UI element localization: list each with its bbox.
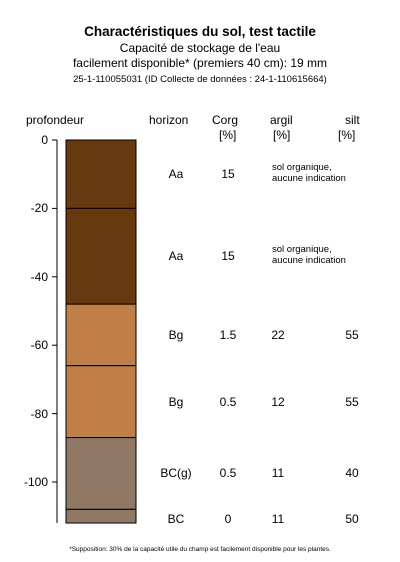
soil-layer-1 [65, 139, 137, 209]
column-unit-corg: [%] [219, 128, 237, 142]
depth-tick-label: -100 [23, 475, 48, 489]
footnote: *Supposition: 30% de la capacité utile d… [69, 546, 331, 553]
column-unit-silt: [%] [338, 128, 356, 142]
soil-layer-3 [65, 303, 137, 367]
silt-value: 50 [345, 512, 359, 527]
depth-tick-label: -20 [30, 201, 48, 216]
horizon-label: BC(g) [160, 466, 192, 481]
clay-value: 22 [271, 327, 285, 342]
chart-title: Charactéristiques du sol, test tactile [84, 24, 316, 39]
clay-note: sol organique, aucune indication [272, 162, 346, 185]
soil-layer-2 [65, 207, 137, 305]
column-header-horizon: horizon [149, 113, 189, 127]
soil-layer-5 [65, 437, 137, 510]
corg-value: 0.5 [219, 466, 237, 481]
horizon-label: Aa [168, 249, 184, 264]
depth-tick-label: -60 [30, 338, 48, 353]
horizon-label: Bg [168, 394, 184, 409]
depth-tick-label: -80 [30, 406, 48, 421]
depth-tick-label: 0 [41, 133, 48, 147]
horizon-label: Aa [168, 167, 184, 182]
corg-value: 1.5 [219, 327, 237, 342]
silt-value: 55 [345, 394, 359, 409]
silt-value: 55 [345, 327, 359, 342]
column-header-clay: argil [270, 113, 293, 127]
clay-value: 11 [271, 512, 285, 527]
soil-layer-4 [65, 365, 137, 439]
subtitle-line2: facilement disponible* (premiers 40 cm):… [72, 56, 328, 70]
corg-value: 15 [221, 167, 235, 182]
column-header-silt: silt [345, 113, 360, 127]
clay-value: 12 [271, 394, 285, 409]
soil-layer-6 [65, 508, 137, 524]
horizon-label: BC [167, 512, 185, 527]
clay-note: sol organique, aucune indication [272, 244, 346, 267]
depth-tick-label: -40 [30, 269, 48, 284]
column-unit-clay: [%] [273, 128, 291, 142]
horizon-label: Bg [168, 327, 184, 342]
subtitle-line1: Capacité de stockage de l'eau [119, 41, 281, 55]
corg-value: 15 [221, 249, 235, 264]
column-header-corg: Corg [212, 113, 239, 127]
record-ids: 25-1-110055031 (ID Collecte de données :… [73, 74, 327, 85]
clay-value: 11 [271, 466, 285, 481]
silt-value: 40 [345, 466, 359, 481]
corg-value: 0 [224, 512, 232, 527]
column-header-depth: profondeur [26, 113, 85, 127]
corg-value: 0.5 [219, 394, 237, 409]
